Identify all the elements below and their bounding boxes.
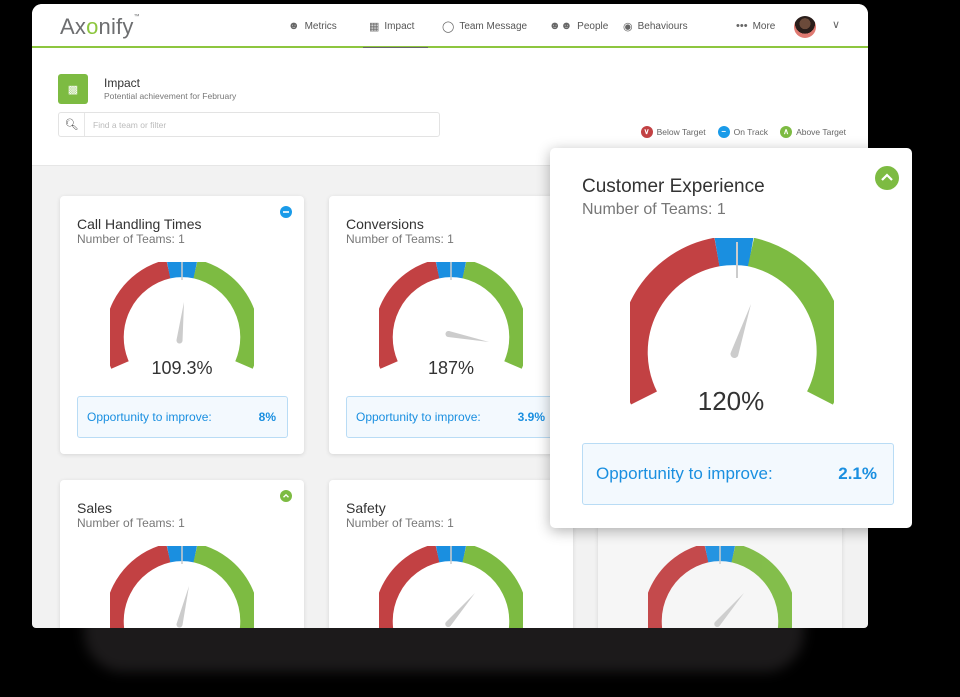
ellipsis-icon: ••• [736, 20, 748, 32]
nav-team-message[interactable]: ◯ Team Message [442, 20, 528, 33]
nav-metrics[interactable]: ☻ Metrics [288, 20, 337, 32]
metric-card-safety[interactable]: Safety Number of Teams: 1 [329, 480, 573, 628]
nav-behaviours[interactable]: ◉ Behaviours [623, 20, 688, 33]
legend-on-track: − On Track [717, 126, 768, 138]
expanded-metric-card-customer-experience[interactable]: Customer Experience Number of Teams: 1 1… [550, 148, 912, 528]
card-teams: Number of Teams: 1 [77, 232, 185, 246]
card-title: Customer Experience [582, 176, 765, 197]
user-avatar[interactable] [794, 16, 816, 38]
page-title: Impact [104, 76, 141, 90]
page-subtitle: Potential achievement for February [104, 91, 237, 101]
impact-bar-chart-icon: ▩ [58, 74, 88, 104]
search-input[interactable] [85, 113, 439, 136]
above-target-status-icon [875, 166, 899, 190]
card-percent: 120% [697, 386, 765, 416]
opportunity-box: Opportunity to improve: 2.1% [582, 443, 894, 505]
top-nav: Axonify™ ☻ Metrics ▦ Impact ◯ Team Messa… [32, 4, 868, 50]
card-teams: Number of Teams: 1 [346, 516, 454, 530]
on-track-icon: − [717, 126, 730, 138]
nav-more[interactable]: ••• More [736, 20, 776, 32]
search-icon[interactable]: 🔍︎ [59, 113, 85, 136]
people-icon: ☻☻ [549, 20, 573, 32]
gauge-chart [648, 546, 792, 628]
opportunity-box: Opportunity to improve: 3.9% [346, 396, 557, 438]
below-target-icon: ∨ [640, 126, 653, 138]
status-legend: ∨ Below Target − On Track ∧ Above Target [640, 126, 846, 138]
gauge-chart [379, 546, 523, 628]
nav-people[interactable]: ☻☻ People [549, 20, 609, 32]
search-box[interactable]: 🔍︎ [58, 112, 440, 137]
card-teams: Number of Teams: 1 [77, 516, 185, 530]
legend-above-target: ∧ Above Target [780, 126, 846, 138]
nav-impact[interactable]: ▦ Impact [362, 4, 429, 50]
card-teams: Number of Teams: 1 [346, 232, 454, 246]
card-title: Call Handling Times [77, 216, 202, 232]
page-header: ▩ Impact Potential achievement for Febru… [32, 48, 868, 166]
axonify-logo[interactable]: Axonify™ [60, 14, 140, 39]
card-title: Conversions [346, 216, 424, 232]
opportunity-box: Opportunity to improve: 8% [77, 396, 288, 438]
gauge-chart [110, 262, 254, 369]
above-target-icon: ∧ [780, 126, 793, 138]
metric-card-conversions[interactable]: Conversions Number of Teams: 1 187% Oppo… [329, 196, 573, 454]
card-percent: 109.3% [151, 358, 213, 378]
bar-chart-icon: ▦ [369, 20, 380, 33]
above-target-status-icon [280, 490, 292, 502]
gauge-chart [630, 238, 834, 405]
chat-bubble-icon: ◯ [442, 20, 455, 33]
chevron-down-icon[interactable]: ∨ [832, 19, 841, 31]
gauge-chart [379, 262, 523, 369]
card-teams: Number of Teams: 1 [582, 201, 726, 218]
card-title: Sales [77, 500, 113, 516]
metric-card-sales[interactable]: Sales Number of Teams: 1 [60, 480, 304, 628]
legend-below-target: ∨ Below Target [640, 126, 706, 138]
gauge-chart [110, 546, 254, 628]
people-chart-icon: ☻ [288, 20, 300, 32]
card-percent: 187% [427, 358, 475, 378]
card-title: Safety [346, 500, 386, 516]
on-track-status-icon [280, 206, 292, 218]
eye-icon: ◉ [623, 20, 633, 33]
metric-card-call-handling[interactable]: Call Handling Times Number of Teams: 1 1… [60, 196, 304, 454]
